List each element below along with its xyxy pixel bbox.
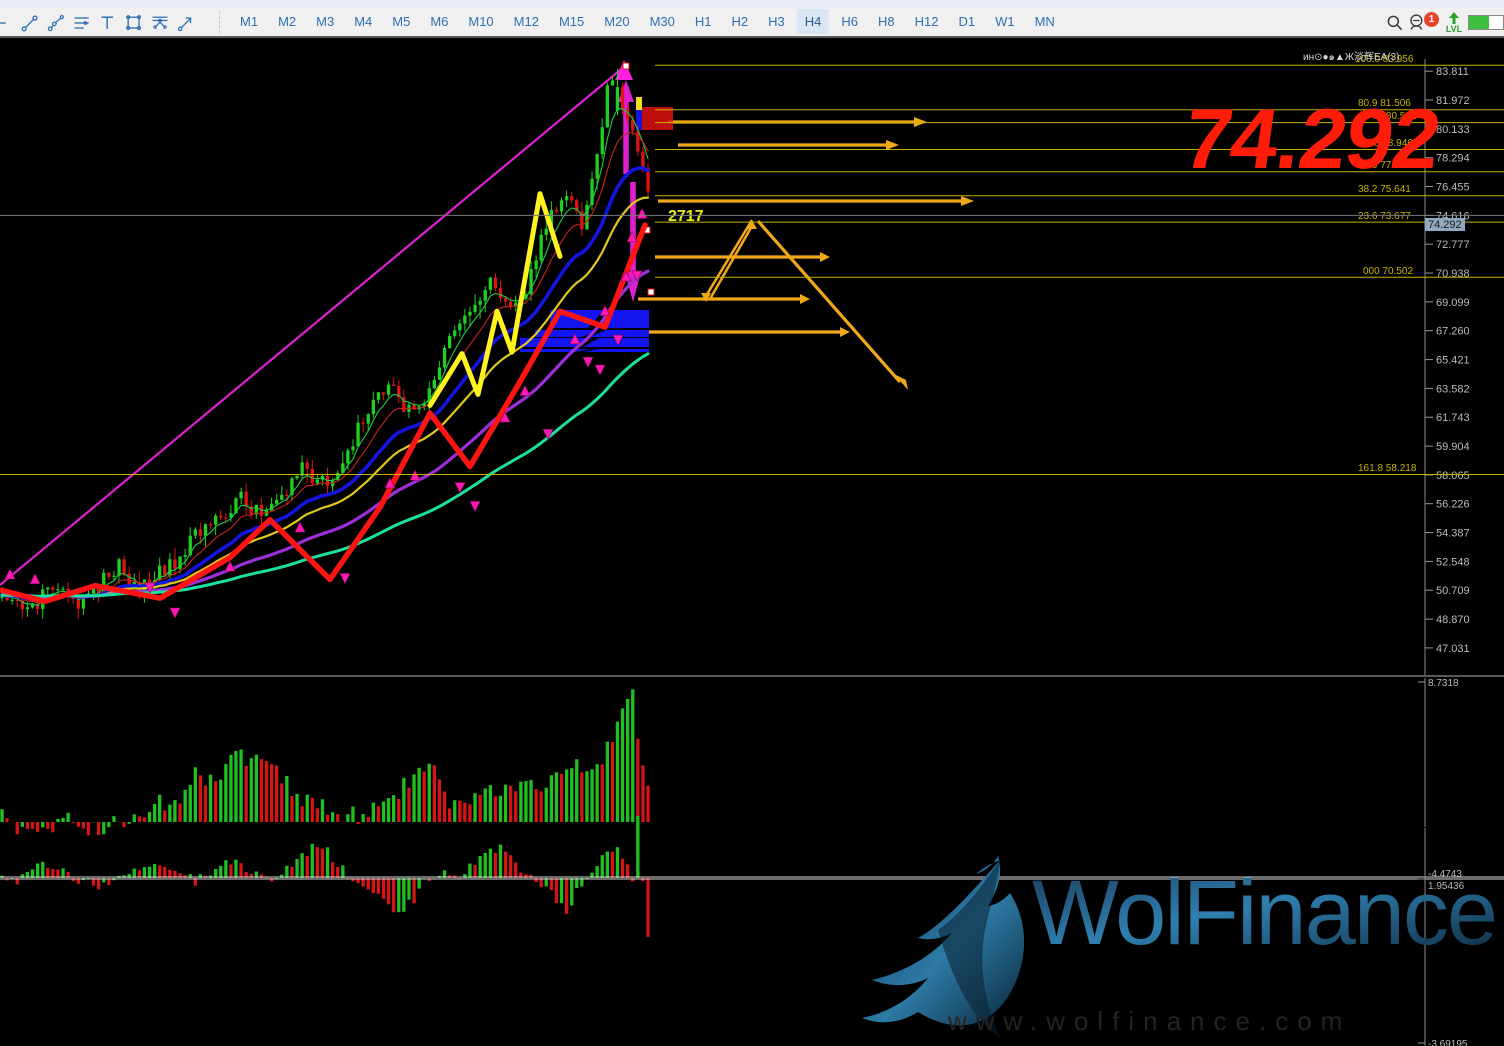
svg-text:54.387: 54.387: [1436, 528, 1470, 540]
svg-text:63.582: 63.582: [1436, 383, 1470, 395]
svg-text:65.421: 65.421: [1436, 355, 1470, 367]
svg-text:59.904: 59.904: [1436, 441, 1470, 453]
svg-text:74.292: 74.292: [1428, 219, 1462, 231]
svg-text:78.294: 78.294: [1436, 153, 1470, 165]
svg-text:70.938: 70.938: [1436, 268, 1470, 280]
svg-text:72.777: 72.777: [1436, 239, 1470, 251]
svg-text:WolFinance: WolFinance: [1032, 862, 1496, 964]
svg-text:61.743: 61.743: [1436, 412, 1470, 424]
svg-text:161.8 58.218: 161.8 58.218: [1358, 463, 1417, 474]
svg-text:56.226: 56.226: [1436, 499, 1470, 511]
svg-text:47.031: 47.031: [1436, 643, 1470, 655]
svg-text:50.709: 50.709: [1436, 585, 1470, 597]
svg-text:69.099: 69.099: [1436, 297, 1470, 309]
svg-text:-3.69195: -3.69195: [1428, 1039, 1468, 1046]
svg-text:48.870: 48.870: [1436, 614, 1470, 626]
svg-text:8.7318: 8.7318: [1428, 678, 1459, 689]
svg-text:www.wolfinance.com: www.wolfinance.com: [947, 1006, 1351, 1036]
svg-text:80.133: 80.133: [1436, 124, 1470, 136]
svg-text:67.260: 67.260: [1436, 326, 1470, 338]
svg-text:ин⊙●๑▲Ж淡辉EA(3): ин⊙●๑▲Ж淡辉EA(3): [1303, 51, 1400, 63]
svg-text:23.6 73.677: 23.6 73.677: [1358, 211, 1411, 222]
svg-text:58.065: 58.065: [1436, 470, 1470, 482]
svg-text:83.811: 83.811: [1436, 66, 1469, 78]
svg-text:76.455: 76.455: [1436, 182, 1470, 194]
svg-text:000 70.502: 000 70.502: [1363, 266, 1413, 277]
svg-text:52.548: 52.548: [1436, 556, 1470, 568]
svg-text:74.292: 74.292: [1178, 92, 1444, 187]
